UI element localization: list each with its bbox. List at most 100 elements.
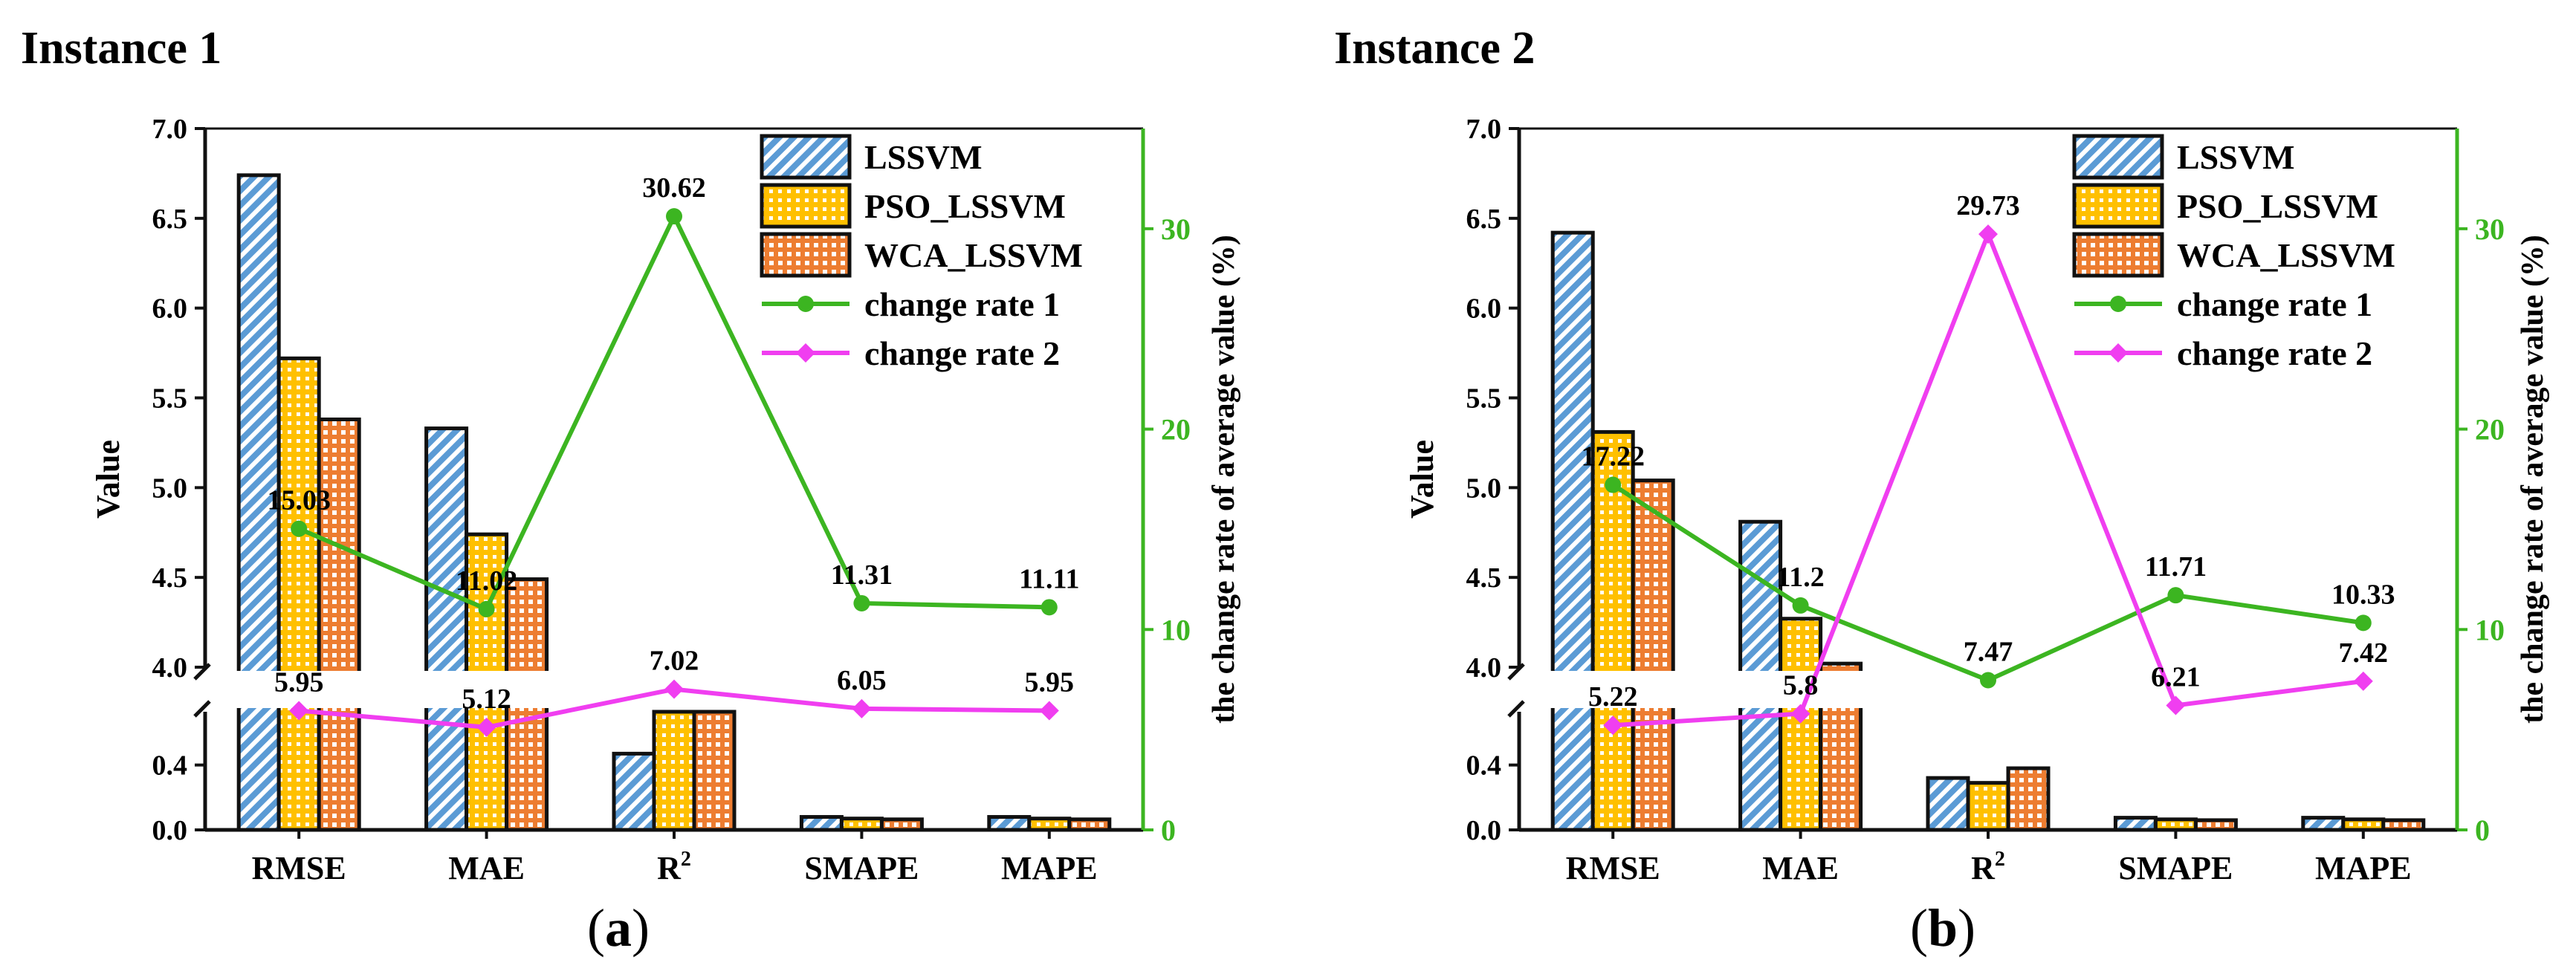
x-tick-label: RMSE <box>1566 850 1660 886</box>
y-tick-label: 0.0 <box>1466 815 1502 846</box>
y2-tick-label: 30 <box>1161 212 1191 246</box>
y2-tick-label: 20 <box>1161 413 1191 447</box>
x-tick-label: SMAPE <box>2118 850 2233 886</box>
marker-change-rate-1 <box>666 208 682 225</box>
y2-tick-label: 10 <box>1161 613 1191 646</box>
legend-label: LSSVM <box>864 138 982 176</box>
legend-label: LSSVM <box>2177 138 2294 176</box>
bar-pso-lssvm <box>652 710 696 832</box>
x-tick-label: MAPE <box>1001 850 1098 886</box>
bar-lssvm <box>612 751 656 832</box>
x-tick-label: MAPE <box>2315 850 2412 886</box>
data-label-change-rate-1: 30.62 <box>642 172 706 204</box>
y2-tick-label: 30 <box>2475 212 2505 246</box>
caption-b: (b) <box>1910 898 1975 959</box>
caption-letter: a <box>604 898 632 958</box>
data-label-change-rate-2: 6.21 <box>2151 662 2201 693</box>
legend-marker <box>2109 343 2128 363</box>
data-label-change-rate-1: 11.02 <box>456 565 517 597</box>
legend-marker <box>796 343 815 363</box>
caption-close-paren: ) <box>1958 898 1976 958</box>
caption-letter: b <box>1927 898 1958 958</box>
legend-label: WCA_LSSVM <box>2177 236 2395 274</box>
axis-break-mark <box>193 663 211 681</box>
marker-change-rate-1 <box>1792 597 1809 614</box>
marker-change-rate-2 <box>2353 671 2373 691</box>
bar-wca-lssvm <box>2006 766 2051 832</box>
marker-change-rate-1 <box>291 520 308 537</box>
legend-label: change rate 1 <box>2177 285 2372 323</box>
bar-pso-lssvm <box>276 356 321 832</box>
marker-change-rate-2 <box>664 679 684 699</box>
data-label-change-rate-1: 11.2 <box>1776 562 1824 593</box>
marker-change-rate-1 <box>478 600 495 617</box>
y-tick-label: 5.0 <box>152 473 188 504</box>
data-label-change-rate-2: 7.02 <box>650 646 699 677</box>
legend-swatch <box>760 134 852 180</box>
marker-change-rate-2 <box>1790 704 1810 724</box>
bar-lssvm <box>1926 776 1970 832</box>
legend-swatch <box>760 232 852 278</box>
bar-wca-lssvm <box>692 710 737 832</box>
data-label-change-rate-1: 11.11 <box>1019 563 1079 594</box>
data-label-change-rate-2: 5.8 <box>1783 670 1819 701</box>
bar-lssvm <box>424 426 469 832</box>
y2-tick-label: 0 <box>2475 814 2490 847</box>
caption-open-paren: ( <box>1910 898 1928 958</box>
marker-change-rate-2 <box>2166 695 2186 715</box>
marker-change-rate-2 <box>1039 701 1059 721</box>
marker-change-rate-1 <box>2355 614 2372 632</box>
legend-label: PSO_LSSVM <box>2177 187 2378 225</box>
line-change-rate-1 <box>298 211 1049 612</box>
y-axis-title: Value <box>90 440 126 519</box>
y2-tick-label: 10 <box>2475 613 2505 646</box>
marker-change-rate-2 <box>289 701 309 721</box>
marker-change-rate-1 <box>1980 672 1996 689</box>
marker-change-rate-2 <box>476 717 496 737</box>
y-axis-title: Value <box>1404 440 1440 519</box>
x-tick-superscript: 2 <box>681 848 691 871</box>
legend-label: change rate 1 <box>864 285 1060 323</box>
data-label-change-rate-1: 11.71 <box>2145 551 2207 582</box>
chart-instance-2: 4.0 4.5 5.0 5.5 6.0 6.5 7.0 0.0 0.4 0 10 20 30 RMSE MA… <box>1404 114 2550 886</box>
y-tick-label: 4.0 <box>152 652 188 684</box>
x-tick-label: RMSE <box>252 850 346 886</box>
y-tick-label: 7.0 <box>1466 114 1502 145</box>
bar-pso-lssvm <box>1779 617 1823 832</box>
y-tick-label: 0.4 <box>1466 750 1502 782</box>
x-tick-label: MAE <box>1762 850 1839 886</box>
y-tick-label: 0.0 <box>152 815 188 846</box>
caption-open-paren: ( <box>587 898 605 958</box>
legend-marker <box>797 296 814 312</box>
legend-label: change rate 2 <box>864 334 1060 372</box>
y-tick-label: 0.4 <box>152 750 188 782</box>
y-tick-label: 5.5 <box>152 383 188 415</box>
data-label-change-rate-2: 5.12 <box>462 684 511 715</box>
marker-change-rate-1 <box>1041 599 1058 616</box>
y-tick-label: 6.5 <box>1466 204 1502 235</box>
data-label-change-rate-1: 11.31 <box>831 559 893 591</box>
y2-tick-label: 20 <box>2475 413 2505 447</box>
y-tick-label: 4.5 <box>1466 562 1502 594</box>
bar-wca-lssvm <box>317 418 361 832</box>
legend-swatch <box>2072 183 2164 229</box>
legend-swatch <box>760 183 852 229</box>
data-label-change-rate-2: 5.22 <box>1588 681 1638 713</box>
legend-marker <box>2110 296 2126 312</box>
y2-tick-label: 0 <box>1161 814 1176 847</box>
y-tick-label: 5.0 <box>1466 473 1502 504</box>
y-tick-label: 6.5 <box>152 204 188 235</box>
legend-label: change rate 2 <box>2177 334 2372 372</box>
data-label-change-rate-2: 5.95 <box>1025 667 1075 698</box>
x-tick-superscript: 2 <box>1995 848 2005 871</box>
y-tick-label: 7.0 <box>152 114 188 145</box>
bar-lssvm <box>1550 230 1595 832</box>
data-label-change-rate-1: 7.47 <box>1964 637 2013 668</box>
panel-title-instance-1: Instance 1 <box>21 23 222 74</box>
marker-change-rate-1 <box>853 594 870 611</box>
data-label-change-rate-2: 6.05 <box>837 665 887 696</box>
legend-label: WCA_LSSVM <box>864 236 1083 274</box>
y-tick-label: 5.5 <box>1466 383 1502 415</box>
marker-change-rate-1 <box>1605 476 1622 493</box>
